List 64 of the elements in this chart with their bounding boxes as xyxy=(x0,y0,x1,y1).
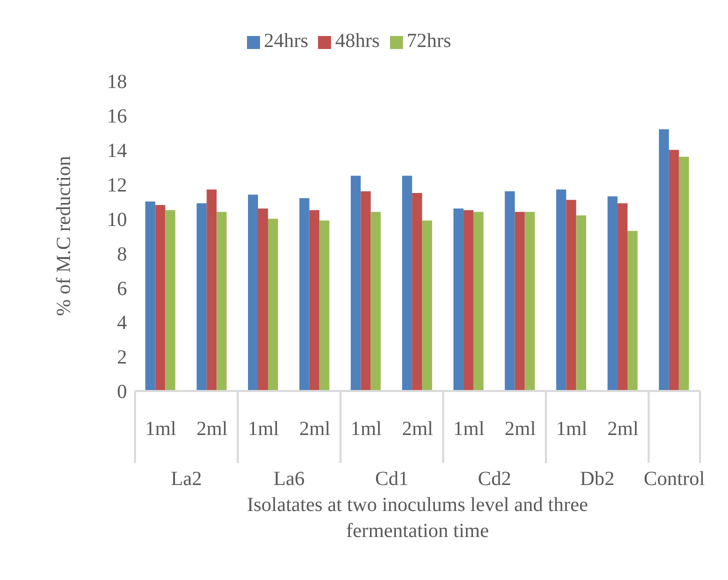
y-tick-label: 0 xyxy=(117,381,127,404)
y-axis-title: % of M.C reduction xyxy=(53,156,76,316)
bar xyxy=(576,215,586,391)
bar xyxy=(309,210,320,391)
x-tick-label: 2ml xyxy=(504,418,536,440)
x-tick-label: 2ml xyxy=(299,418,331,440)
bar xyxy=(206,190,217,391)
legend-label: 24hrs xyxy=(264,30,308,52)
bar xyxy=(412,192,422,391)
bar xyxy=(422,220,432,391)
y-tick-label: 18 xyxy=(107,71,127,94)
bar xyxy=(618,203,628,391)
y-tick-label: 10 xyxy=(107,208,127,231)
x-tick-label: 2ml xyxy=(607,418,639,440)
text: Db2 xyxy=(580,468,614,490)
bar xyxy=(268,218,278,391)
bar xyxy=(556,190,566,391)
bar xyxy=(319,220,330,391)
x-tick-label: 1ml xyxy=(145,418,177,440)
bar xyxy=(668,150,679,391)
bar xyxy=(350,176,361,391)
bar xyxy=(258,208,268,391)
text: Cd1 xyxy=(375,468,408,490)
bar xyxy=(628,230,638,391)
bar xyxy=(678,156,689,391)
bar xyxy=(216,212,227,391)
bar xyxy=(360,191,371,391)
x-tick-label: 1ml xyxy=(248,418,280,440)
bar xyxy=(299,198,310,391)
y-tick-label: 8 xyxy=(117,243,127,266)
bar xyxy=(145,202,156,391)
bar xyxy=(165,210,176,391)
bar xyxy=(514,212,525,391)
x-axis-title: Isolatates at two inoculums level and three fermentation time xyxy=(246,494,588,542)
bar xyxy=(453,208,464,391)
x-tick-label: 2ml xyxy=(196,418,228,440)
bar xyxy=(524,212,535,391)
bar xyxy=(504,191,515,391)
y-tick-label: 6 xyxy=(117,278,127,300)
bar xyxy=(155,205,166,391)
text: La6 xyxy=(274,468,305,490)
x-tick-label: 1ml xyxy=(453,418,485,440)
bar xyxy=(566,200,576,391)
legend-label: 48hrs xyxy=(335,30,380,52)
legend-label: 72hrs xyxy=(406,30,452,52)
text: La2 xyxy=(170,468,202,490)
bar xyxy=(402,176,412,391)
bar xyxy=(463,210,474,391)
x-tick-label: 2ml xyxy=(402,418,434,440)
bar xyxy=(658,129,669,391)
x-tick-label: 1ml xyxy=(556,418,588,440)
text: Cd2 xyxy=(478,468,512,490)
y-tick-label: 12 xyxy=(107,174,127,196)
y-tick-label: 4 xyxy=(117,312,127,334)
y-tick-label: 16 xyxy=(107,106,127,128)
y-tick-label: 14 xyxy=(107,140,127,162)
x-tick-label: 1ml xyxy=(350,418,382,440)
bar xyxy=(370,212,381,391)
bar xyxy=(608,196,618,391)
bar xyxy=(196,203,207,391)
text: Control xyxy=(644,468,706,490)
y-tick-label: 2 xyxy=(117,346,127,369)
bar xyxy=(473,212,484,391)
bar xyxy=(248,194,258,391)
